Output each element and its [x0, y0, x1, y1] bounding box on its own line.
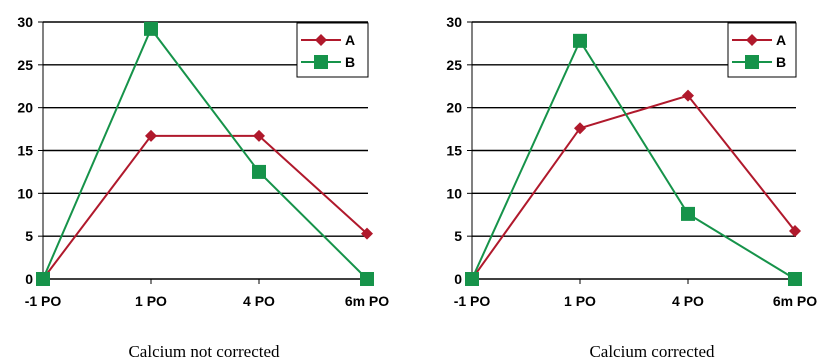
legend-B-label: B [345, 54, 355, 70]
x-tick-label: 1 PO [135, 293, 167, 309]
y-tick-label: 25 [17, 57, 33, 73]
y-tick-label: 30 [17, 14, 33, 30]
series-B-point [252, 164, 266, 179]
legend-A-marker [315, 34, 327, 46]
series-A-point [682, 89, 694, 102]
series-B-line [42, 26, 368, 280]
series-A-point [574, 122, 586, 135]
series-A-line [42, 134, 368, 280]
series-A-line [471, 94, 796, 280]
legend-B-label: B [776, 54, 786, 70]
legend-A-marker [746, 34, 758, 46]
y-tick-label: 25 [446, 57, 462, 73]
chart-caption: Calcium corrected [589, 342, 715, 361]
y-tick-label: 20 [446, 100, 462, 116]
series-A-point [253, 129, 265, 142]
legend-B-marker [314, 55, 328, 69]
series-B-point [573, 33, 587, 48]
x-tick-label: 4 PO [672, 293, 704, 309]
x-tick-label: -1 PO [454, 293, 491, 309]
series-A-point [361, 227, 373, 240]
y-tick-label: 5 [454, 228, 462, 244]
x-tick-label: 1 PO [564, 293, 596, 309]
series-B-point [144, 21, 158, 36]
series-B-line [471, 38, 796, 280]
series-B-point [465, 272, 479, 286]
x-tick-label: 6m PO [345, 293, 389, 309]
y-tick-label: 0 [25, 271, 33, 287]
series-B-point [788, 272, 802, 286]
y-tick-label: 15 [446, 143, 462, 159]
y-tick-label: 10 [17, 185, 33, 201]
series-B-point [36, 272, 50, 286]
chart-caption: Calcium not corrected [128, 342, 280, 361]
y-tick-label: 20 [17, 100, 33, 116]
legend-B-marker [745, 55, 759, 69]
series-A-point [789, 225, 801, 238]
x-tick-label: 4 PO [243, 293, 275, 309]
series-B-point [681, 206, 695, 221]
y-tick-label: 10 [446, 185, 462, 201]
chart-calcium-not-corrected: 0 5 10 15 20 25 30 -1 PO 1 PO 4 PO 6m PO AB Calcium … [17, 14, 389, 361]
legend-A-label: A [345, 32, 355, 48]
chart-calcium-corrected: 0 5 10 15 20 25 30 -1 PO 1 PO 4 PO 6m PO AB Calcium … [446, 14, 817, 361]
y-tick-label: 5 [25, 228, 33, 244]
series-A-point [145, 129, 157, 142]
y-tick-label: 0 [454, 271, 462, 287]
legend-A-label: A [776, 32, 786, 48]
x-tick-label: -1 PO [25, 293, 62, 309]
y-tick-label: 15 [17, 143, 33, 159]
y-tick-label: 30 [446, 14, 462, 30]
legend-box [727, 22, 797, 78]
series-B-point [360, 272, 374, 286]
x-tick-label: 6m PO [773, 293, 817, 309]
legend-box [296, 22, 369, 78]
